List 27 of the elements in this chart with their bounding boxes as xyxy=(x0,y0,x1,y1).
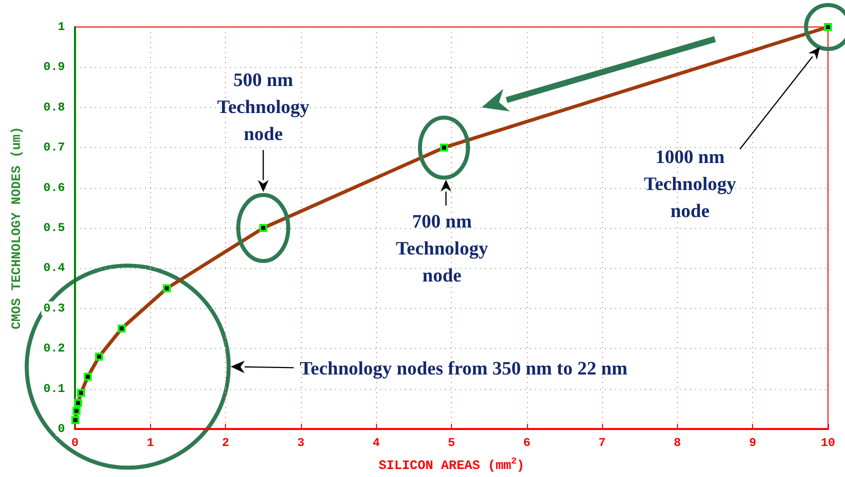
annotation: 1000 nm Technology node xyxy=(644,147,737,222)
x-tick-label: 5 xyxy=(448,436,456,450)
y-tick-label: 0.3 xyxy=(43,301,65,316)
y-tick-label: 0.5 xyxy=(43,221,65,235)
x-tick-label: 3 xyxy=(297,436,304,450)
annotation: 700 nm Technology node xyxy=(396,212,489,287)
x-tick-label: 8 xyxy=(674,436,681,450)
y-tick-label: 0.9 xyxy=(43,60,65,74)
x-tick-label: 2 xyxy=(222,436,230,450)
y-tick-label: 0 xyxy=(58,422,65,436)
x-tick-label: 9 xyxy=(749,436,756,450)
annotation: Technology nodes from 350 nm to 22 nm xyxy=(300,358,628,380)
y-tick-label: 0.7 xyxy=(43,140,65,155)
y-tick-label: 0.6 xyxy=(43,180,65,195)
y-tick-label: 0.8 xyxy=(43,100,65,114)
x-tick-label: 4 xyxy=(372,436,380,450)
y-axis-title: CMOS TECHNOLOGY NODES (um) xyxy=(9,126,24,330)
y-tick-label: 1 xyxy=(58,20,65,34)
y-tick-label: 0.2 xyxy=(43,342,65,356)
x-tick-label: 10 xyxy=(820,436,836,450)
y-tick-label: 0.4 xyxy=(43,261,65,276)
x-tick-label: 1 xyxy=(146,436,154,450)
x-tick-label: 6 xyxy=(523,436,530,450)
x-tick-label: 0 xyxy=(71,436,79,450)
x-tick-label: 7 xyxy=(598,436,606,450)
annotation: 500 nm Technology node xyxy=(217,70,310,145)
y-tick-label: 0.1 xyxy=(43,382,65,396)
